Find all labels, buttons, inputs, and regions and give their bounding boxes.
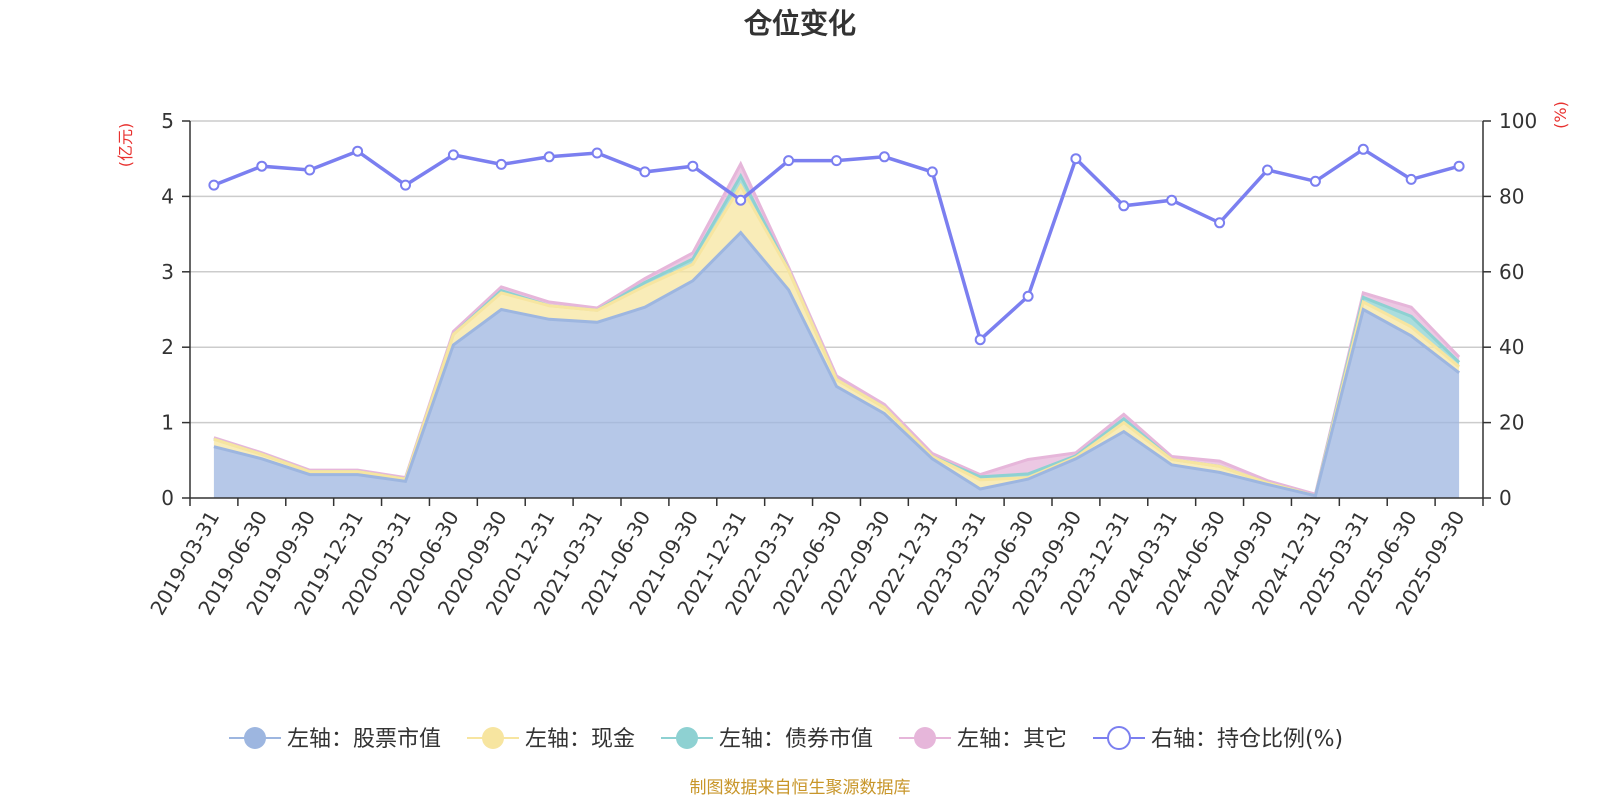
ratio-point (926, 166, 938, 178)
data-source-note: 制图数据来自恒生聚源数据库 (690, 778, 911, 798)
area-edge (213, 230, 1461, 498)
ratio-point (1453, 160, 1465, 172)
left-axis-tick-label: 4 (161, 184, 174, 208)
left-axis-tick-label: 1 (161, 411, 174, 435)
ratio-point (543, 151, 555, 163)
ratio-point (256, 160, 268, 172)
axes: 0 1 2 3 4 5 0 20 40 60 80 100 (161, 109, 1537, 510)
legend-item: 左轴：现金 (467, 727, 635, 752)
ratio-point (831, 155, 842, 167)
ratio-point (1357, 143, 1369, 155)
area-fill (213, 232, 1460, 498)
right-axis-unit: (%) (1551, 101, 1570, 129)
legend-symbol-marker (914, 727, 936, 749)
legend-item: 左轴：债券市值 (661, 727, 873, 752)
area-edge (213, 182, 1461, 498)
legend-symbol-marker (676, 727, 698, 749)
ratio-point (1166, 194, 1178, 206)
ratio-point (352, 145, 364, 157)
right-axis-tick-label: 60 (1499, 260, 1524, 284)
ratio-point (1309, 175, 1321, 187)
ratio-line (213, 147, 1460, 343)
legend-item: 左轴：其它 (899, 727, 1067, 752)
legend-symbol-marker (244, 727, 266, 749)
right-axis-tick-label: 20 (1499, 411, 1524, 435)
ratio-point (208, 179, 220, 191)
left-axis-tick-label: 0 (161, 486, 174, 510)
left-axis-tick-label: 2 (161, 335, 174, 359)
legend-label: 左轴：债券市值 (719, 727, 873, 752)
legend-item: 左轴：股票市值 (229, 727, 441, 752)
ratio-point (591, 147, 603, 159)
right-axis-tick-label: 100 (1499, 109, 1537, 133)
legend-label: 左轴：其它 (957, 727, 1067, 752)
legend-symbol-marker (1107, 726, 1131, 750)
ratio-point (1118, 200, 1130, 212)
right-axis-tick-label: 0 (1499, 486, 1512, 510)
ratio-point (447, 149, 459, 161)
x-tick-labels: 2019-03-312019-06-302019-09-302019-12-31… (145, 507, 1469, 620)
ratio-line-layer (208, 143, 1465, 346)
legend-symbol-marker (482, 727, 504, 749)
legend-label: 右轴：持仓比例(%) (1151, 727, 1343, 752)
chart-title: 仓位变化 (744, 7, 856, 40)
ratio-point (687, 160, 699, 172)
ratio-point (1070, 153, 1082, 165)
ratio-point (304, 164, 316, 176)
ratio-point (400, 179, 411, 191)
ratio-point (495, 158, 507, 170)
ratio-point (783, 155, 795, 167)
legend-label: 左轴：股票市值 (287, 727, 441, 752)
ratio-point (639, 166, 651, 178)
left-axis-unit: (亿元) (116, 123, 135, 168)
ratio-point (1262, 164, 1273, 176)
legend: 左轴：股票市值 左轴：现金 左轴：债券市值 左轴：其它 右轴：持仓比例(%) (229, 726, 1343, 752)
ratio-point (1022, 290, 1034, 302)
ratio-point (1405, 173, 1417, 185)
left-axis-tick-label: 3 (161, 260, 174, 284)
legend-label: 左轴：现金 (525, 727, 635, 752)
ratio-point (1214, 217, 1226, 229)
ratio-point (735, 194, 747, 206)
stacked-areas (213, 160, 1461, 498)
legend-item: 右轴：持仓比例(%) (1093, 726, 1343, 752)
ratio-point (878, 151, 890, 163)
right-axis-tick-label: 40 (1499, 335, 1524, 359)
right-axis-tick-label: 80 (1499, 184, 1524, 208)
grid-lines (190, 120, 1483, 424)
ratio-point (974, 334, 986, 346)
left-axis-tick-label: 5 (161, 109, 174, 133)
